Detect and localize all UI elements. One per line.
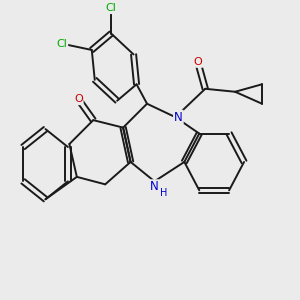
Text: N: N bbox=[150, 180, 159, 193]
Text: O: O bbox=[194, 57, 202, 67]
Text: Cl: Cl bbox=[106, 3, 117, 13]
Text: Cl: Cl bbox=[56, 39, 67, 49]
Text: N: N bbox=[174, 111, 183, 124]
Text: H: H bbox=[160, 188, 168, 198]
Text: O: O bbox=[74, 94, 83, 104]
